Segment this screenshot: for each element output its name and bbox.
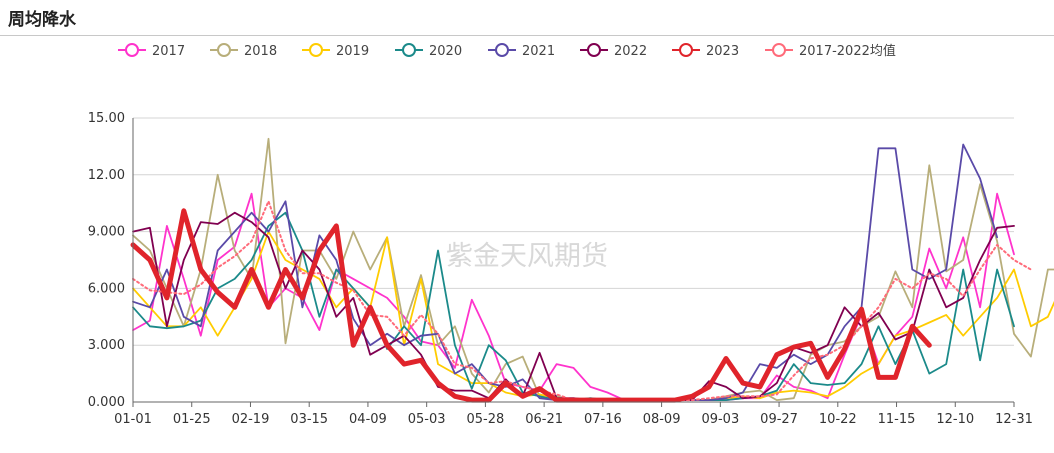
legend-label: 2019 bbox=[336, 44, 369, 59]
x-tick-label: 07-16 bbox=[584, 412, 622, 427]
legend-marker bbox=[125, 43, 139, 57]
x-tick-label: 01-25 bbox=[173, 412, 211, 427]
legend-marker bbox=[309, 43, 323, 57]
legend-label: 2017 bbox=[152, 44, 185, 59]
legend-label: 2018 bbox=[244, 44, 277, 59]
axis-layer: 0.000 3.000 6.000 9.000 12.00 15.00 01-01 01-25… bbox=[88, 111, 1033, 427]
x-tick-label: 02-19 bbox=[232, 412, 270, 427]
y-tick-label: 15.00 bbox=[88, 111, 125, 126]
watermark-text: 紫金天风期货 bbox=[446, 241, 608, 272]
y-tick-label: 6.000 bbox=[88, 281, 125, 296]
legend-item-2019[interactable]: 2019 bbox=[302, 43, 369, 59]
y-tick-label: 12.00 bbox=[88, 168, 125, 183]
y-tick-label: 3.000 bbox=[88, 338, 125, 353]
legend-label: 2022 bbox=[614, 44, 647, 59]
y-tick-label: 0.000 bbox=[88, 395, 125, 410]
legend-label: 2020 bbox=[429, 44, 462, 59]
x-tick-label: 04-09 bbox=[349, 412, 387, 427]
x-tick-label: 09-27 bbox=[760, 412, 798, 427]
legend-marker bbox=[679, 43, 693, 57]
legend-label: 2023 bbox=[706, 44, 739, 59]
legend-marker bbox=[772, 43, 786, 57]
title-divider bbox=[0, 35, 1054, 36]
legend-marker bbox=[217, 43, 231, 57]
x-tick-label: 03-15 bbox=[290, 412, 328, 427]
x-tick-label: 05-28 bbox=[467, 412, 505, 427]
x-tick-label: 05-03 bbox=[408, 412, 446, 427]
x-tick-label: 12-10 bbox=[936, 412, 974, 427]
x-tick-label: 10-22 bbox=[819, 412, 857, 427]
legend-item-2023[interactable]: 2023 bbox=[672, 43, 739, 59]
x-tick-label: 08-09 bbox=[643, 412, 681, 427]
x-tick-label: 06-21 bbox=[525, 412, 563, 427]
legend-item-2022[interactable]: 2022 bbox=[580, 43, 647, 59]
legend-marker bbox=[495, 43, 509, 57]
legend-item-2018[interactable]: 2018 bbox=[210, 43, 277, 59]
x-tick-label: 12-31 bbox=[995, 412, 1033, 427]
legend-item-2020[interactable]: 2020 bbox=[395, 43, 462, 59]
legend-label: 2017-2022均值 bbox=[799, 43, 896, 59]
x-tick-label: 11-15 bbox=[878, 412, 916, 427]
series-layer bbox=[130, 137, 1054, 403]
legend-marker bbox=[587, 43, 601, 57]
legend[interactable]: 2017 2018 2019 2020 2021 2022 2023 2017-2022均值 bbox=[118, 43, 896, 59]
x-tick-label: 01-01 bbox=[114, 412, 152, 427]
legend-item-2017-2022均值[interactable]: 2017-2022均值 bbox=[765, 43, 896, 59]
legend-marker bbox=[402, 43, 416, 57]
legend-label: 2021 bbox=[522, 44, 555, 59]
y-tick-label: 9.000 bbox=[88, 225, 125, 240]
legend-item-2021[interactable]: 2021 bbox=[488, 43, 555, 59]
page-title: 周均降水 bbox=[8, 10, 76, 30]
legend-item-2017[interactable]: 2017 bbox=[118, 43, 185, 59]
series-line-2023 bbox=[130, 208, 932, 403]
x-tick-label: 09-03 bbox=[701, 412, 739, 427]
